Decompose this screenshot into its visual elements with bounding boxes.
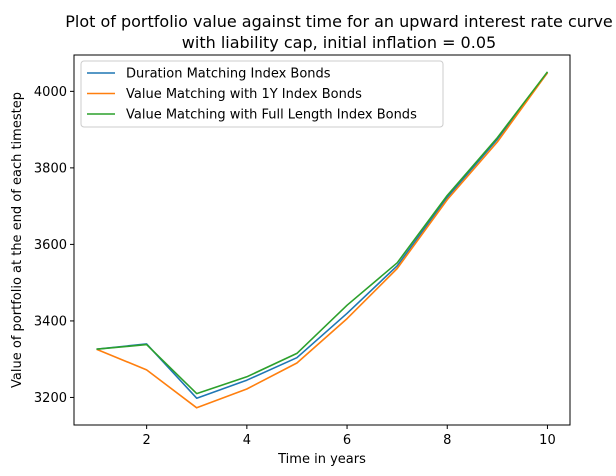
x-axis-ticks: 2 4 6 8 10: [143, 425, 556, 448]
plot-frame: [73, 54, 571, 426]
legend-label-0: Duration Matching Index Bonds: [126, 67, 331, 82]
chart-title-line-1: Plot of portfolio value against time for…: [65, 12, 613, 31]
plot-lines: [96, 71, 549, 409]
y-tick-label-1: 3400: [34, 314, 67, 329]
x-axis-label: Time in years: [277, 452, 366, 467]
legend-label-2: Value Matching with Full Length Index Bo…: [126, 108, 417, 123]
y-tick-label-2: 3600: [34, 238, 67, 253]
y-tick-label-0: 3200: [34, 391, 67, 406]
y-tick-label-4: 4000: [34, 85, 67, 100]
x-tick-label-2: 6: [343, 433, 351, 448]
legend-frame: [80, 60, 444, 128]
series-line-2: [96, 71, 549, 395]
chart-title-line-2: with liability cap, initial inflation = …: [182, 33, 496, 52]
legend: Duration Matching Index Bonds Value Match…: [80, 60, 444, 128]
x-tick-label-0: 2: [143, 433, 151, 448]
series-line-1: [96, 72, 549, 409]
series-line-0: [96, 72, 549, 400]
x-tick-label-4: 10: [539, 433, 556, 448]
y-axis-ticks: 3200 3400 3600 3800 4000: [34, 85, 74, 406]
y-tick-label-3: 3800: [34, 161, 67, 176]
x-tick-label-1: 4: [243, 433, 251, 448]
y-axis-label: Value of portfolio at the end of each ti…: [10, 92, 25, 388]
legend-label-1: Value Matching with 1Y Index Bonds: [126, 87, 362, 102]
x-tick-label-3: 8: [443, 433, 451, 448]
